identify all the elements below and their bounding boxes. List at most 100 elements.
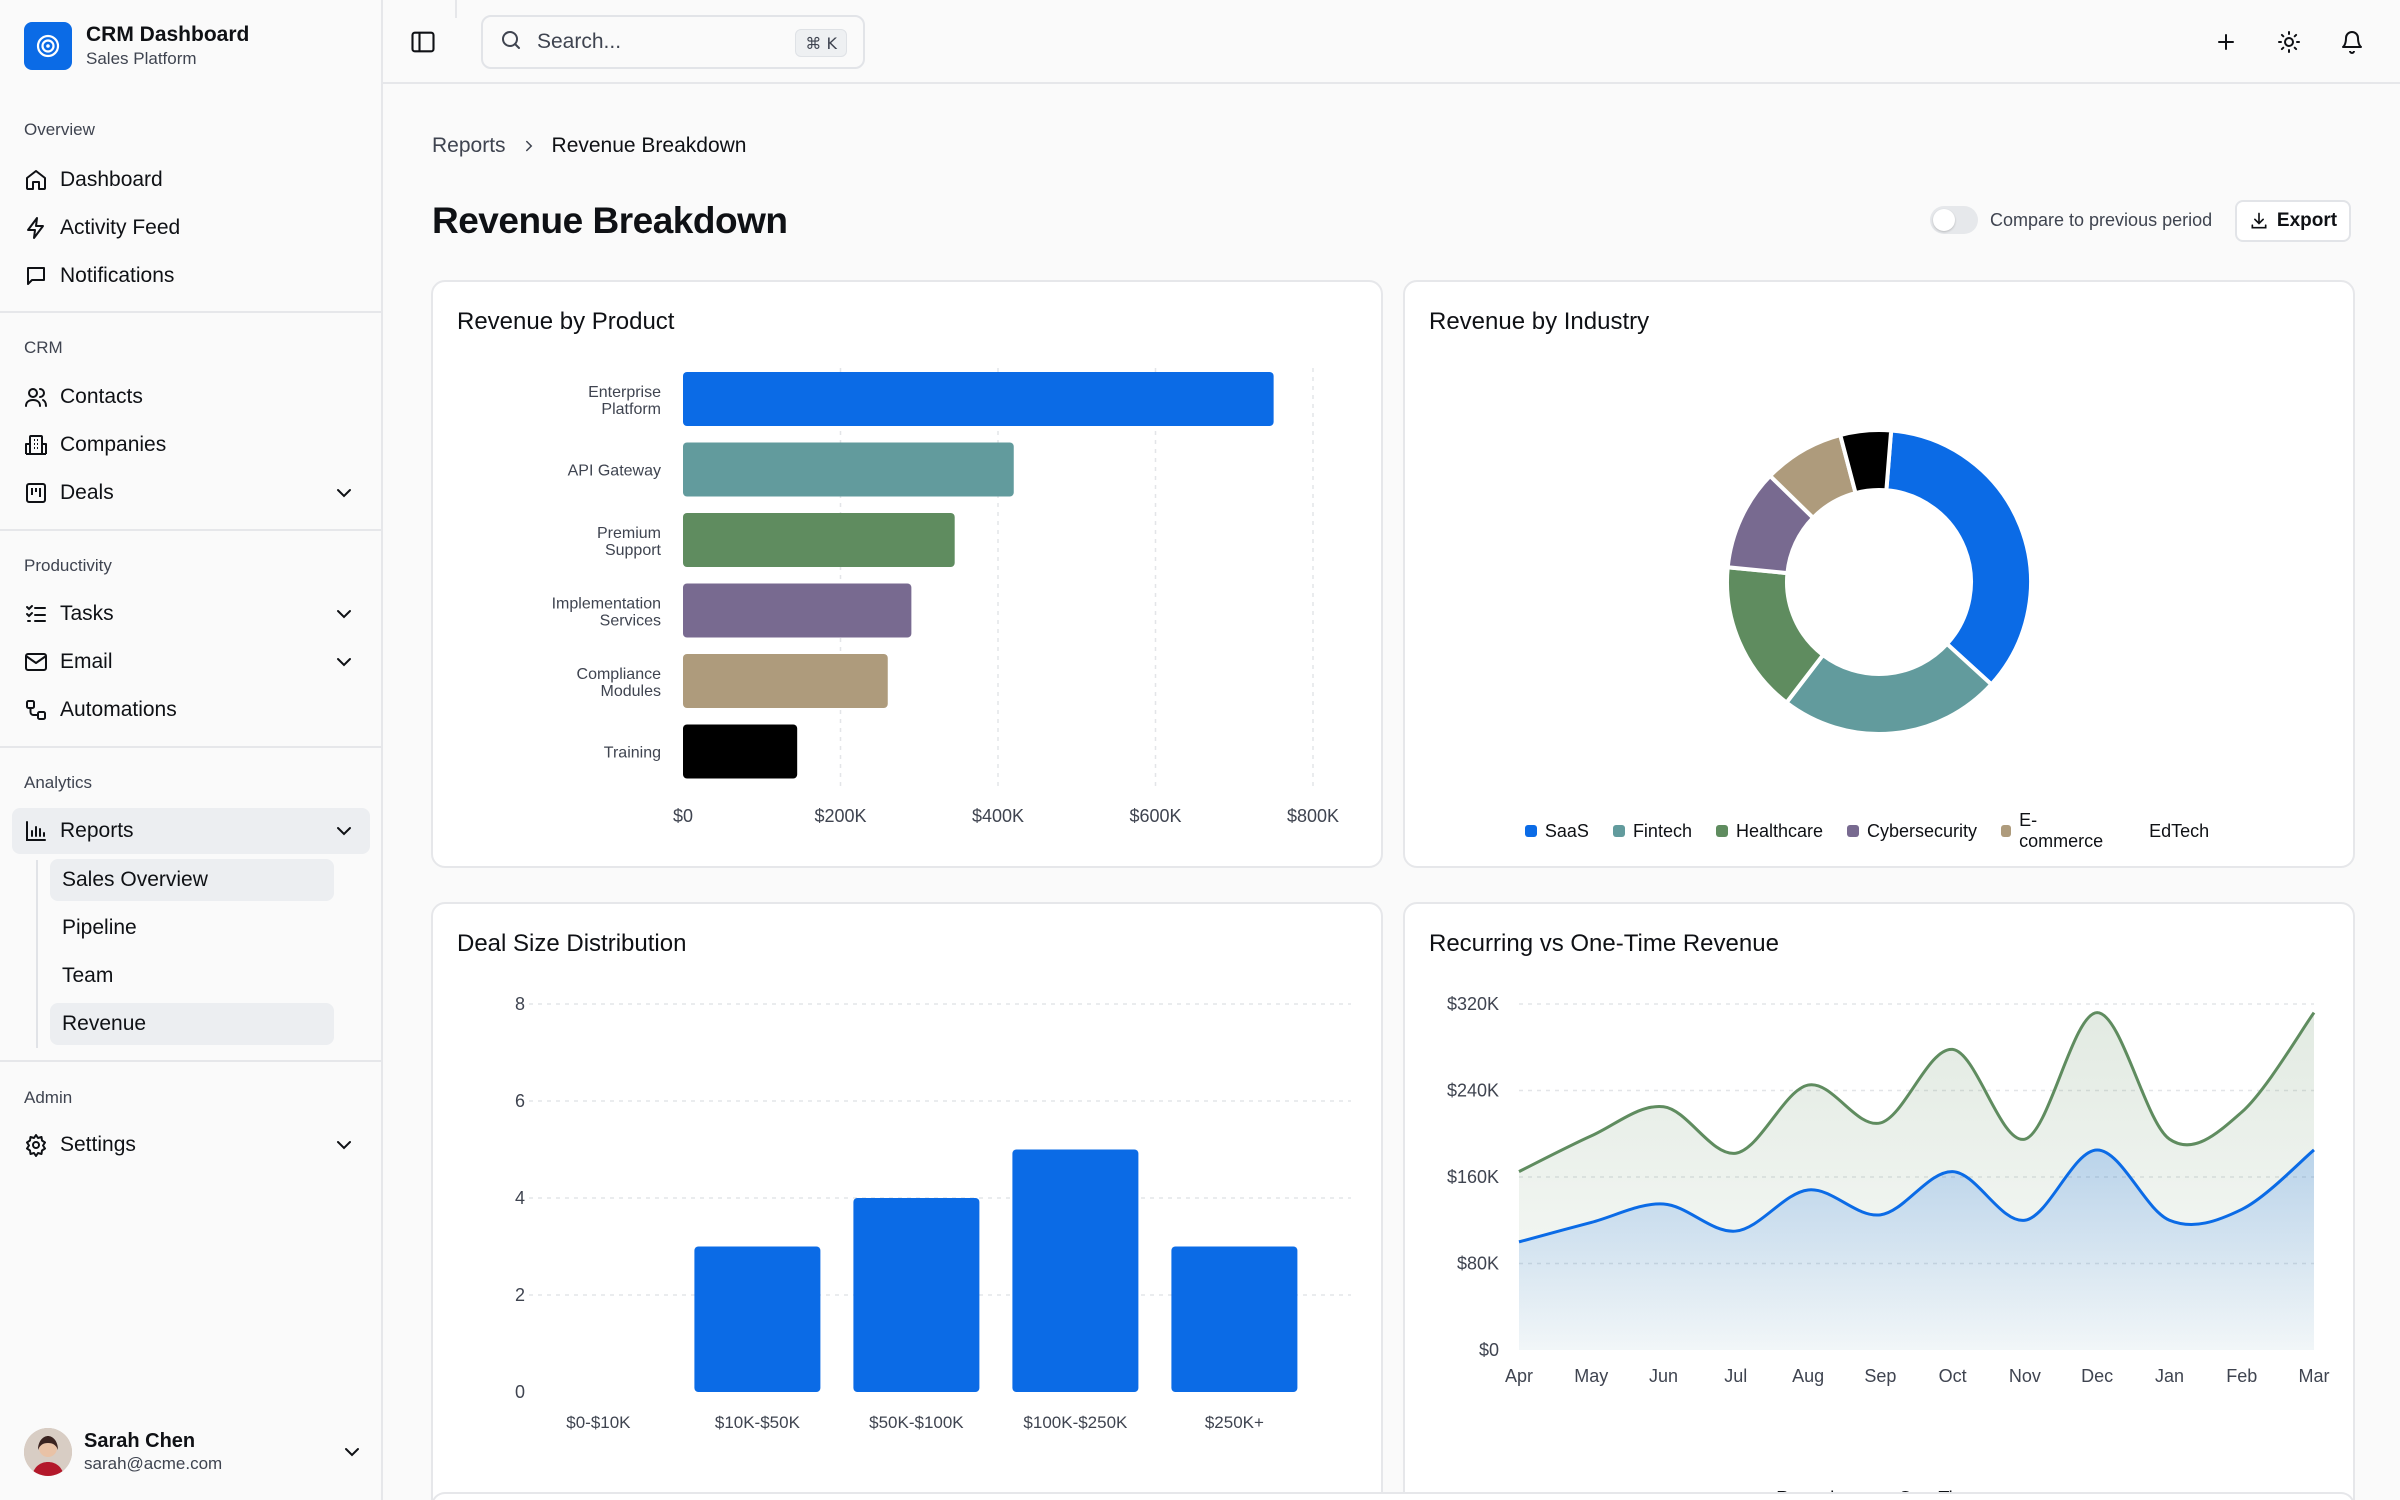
deal-size-card: Deal Size Distribution 0 2 4 6 8 $0-$10K $10K-… [431, 902, 1383, 1500]
download-icon [2251, 212, 2267, 229]
sidebar-item-label: Tasks [60, 602, 114, 625]
legend-label: SaaS [1544, 820, 1589, 841]
legend-item: EdTech [2129, 821, 2209, 842]
sidebar-divider [0, 746, 381, 748]
bar [853, 1198, 980, 1392]
sidebar-item-email[interactable]: Email [12, 639, 370, 685]
breadcrumb-parent-link[interactable]: Reports [432, 134, 506, 157]
x-tick-label: $800K [1287, 806, 1339, 826]
chevron-right-icon [520, 137, 538, 155]
sidebar-toggle-icon[interactable] [409, 28, 437, 56]
sidebar-item-deals[interactable]: Deals [12, 470, 370, 516]
legend-label: Fintech [1632, 820, 1692, 841]
x-tick-label: Jun [1649, 1366, 1678, 1386]
export-label: Export [2276, 210, 2338, 231]
brand-logo-icon [24, 22, 72, 70]
kanban-icon [24, 481, 48, 505]
legend-item: SaaS [1524, 820, 1589, 842]
search-placeholder: Search... [537, 30, 622, 53]
legend-swatch [1715, 825, 1728, 837]
sidebar-item-label: Automations [60, 698, 177, 721]
x-tick-label: $400K [972, 806, 1024, 826]
x-tick-label: $250K+ [1205, 1413, 1264, 1432]
legend-item: Cybersecurity [1847, 821, 1977, 842]
legend-item: E-commerce [2001, 810, 2105, 852]
group-label-analytics: Analytics [24, 773, 93, 792]
x-tick-label: $10K-$50K [715, 1413, 801, 1432]
y-tick-label: 8 [515, 994, 525, 1014]
y-tick-label: Training [604, 745, 661, 762]
compare-toggle[interactable] [1930, 206, 1978, 234]
x-tick-label: $0 [673, 806, 693, 826]
sidebar-item-companies[interactable]: Companies [12, 422, 370, 468]
sidebar-subitem-team[interactable]: Team [62, 964, 114, 987]
message-square-icon [24, 264, 48, 288]
sidebar-item-reports[interactable]: Reports [12, 808, 370, 854]
sidebar-item-dashboard[interactable]: Dashboard [12, 157, 370, 203]
recurring-vs-onetime-card: Recurring vs One-Time Revenue $0 $80K $160… [1403, 902, 2355, 1500]
bell-icon[interactable] [2338, 28, 2366, 56]
y-tick-label: $0 [1479, 1340, 1499, 1360]
sidebar-item-notifications[interactable]: Notifications [12, 253, 370, 299]
chevron-down-icon[interactable] [332, 1133, 356, 1157]
sidebar-item-automations[interactable]: Automations [12, 687, 370, 733]
export-button[interactable]: Export [2235, 200, 2351, 242]
sun-icon[interactable] [2275, 28, 2303, 56]
donut-slice [1884, 428, 2033, 688]
search-input[interactable]: Search... ⌘ K [481, 15, 865, 69]
group-label-productivity: Productivity [24, 556, 112, 575]
gear-icon [24, 1133, 48, 1157]
revenue-by-product-card: Revenue by Product $0 $200K $400K $600K $800… [431, 280, 1383, 868]
x-tick-label: Dec [2081, 1366, 2113, 1386]
bar [1012, 1149, 1139, 1392]
sidebar-item-activity-feed[interactable]: Activity Feed [12, 205, 370, 251]
sidebar-subitem-revenue[interactable]: Revenue [50, 1003, 334, 1045]
legend-swatch [1847, 825, 1860, 837]
brand[interactable]: CRM Dashboard Sales Platform [24, 22, 249, 70]
bar [683, 513, 955, 567]
bar [683, 654, 888, 708]
bar-chart-icon [24, 819, 48, 843]
legend-swatch [2129, 825, 2141, 837]
sidebar-item-tasks[interactable]: Tasks [12, 591, 370, 637]
y-tick-label: Compliance Modules [577, 666, 662, 700]
legend-label: Healthcare [1735, 820, 1824, 841]
list-checks-icon [24, 602, 48, 626]
chevron-down-icon[interactable] [332, 481, 356, 505]
x-tick-label: Oct [1939, 1366, 1967, 1386]
sidebar-item-settings[interactable]: Settings [12, 1122, 370, 1168]
bar [683, 724, 798, 779]
sidebar-subitem-sales-overview[interactable]: Sales Overview [50, 859, 334, 901]
group-label-crm: CRM [24, 338, 63, 357]
y-tick-label: Enterprise Platform [588, 384, 661, 418]
legend-swatch [2001, 825, 2012, 837]
line-recurring [1518, 1148, 2315, 1244]
sidebar-item-contacts[interactable]: Contacts [12, 374, 370, 420]
sidebar-item-label: Activity Feed [60, 216, 181, 239]
sidebar-subitem-pipeline[interactable]: Pipeline [62, 916, 137, 939]
plus-icon[interactable] [2212, 28, 2240, 56]
chevron-down-icon[interactable] [332, 819, 356, 843]
deal-size-chart: 0 2 4 6 8 $0-$10K $10K-$50K $50K-$100K $100K-$25… [515, 994, 1351, 1432]
submenu-rail [36, 860, 38, 1048]
sidebar-item-label: Settings [60, 1133, 136, 1156]
breadcrumb: Reports Revenue Breakdown [432, 134, 747, 158]
brand-title: CRM Dashboard [86, 23, 250, 46]
sidebar-item-label: Email [60, 650, 113, 673]
user-menu[interactable]: Sarah Chen sarah@acme.com [24, 1424, 364, 1480]
revenue-by-product-chart: $0 $200K $400K $600K $800K Enterprise Platform… [552, 368, 1339, 826]
workflow-icon [24, 698, 48, 722]
chevron-down-icon[interactable] [340, 1440, 364, 1464]
chevron-down-icon[interactable] [332, 602, 356, 626]
y-tick-label: 4 [515, 1188, 525, 1208]
breadcrumb-current: Revenue Breakdown [551, 134, 747, 157]
chevron-down-icon[interactable] [332, 650, 356, 674]
y-tick-label: Implementation Services [552, 596, 661, 630]
card-title: Revenue by Industry [1429, 308, 1650, 335]
x-tick-label: Mar [2299, 1366, 2330, 1386]
y-tick-label: $80K [1457, 1254, 1499, 1274]
card-title: Revenue by Product [457, 308, 675, 335]
legend-item: Healthcare [1715, 820, 1824, 842]
y-tick-label: API Gateway [568, 463, 661, 480]
home-icon [24, 168, 48, 192]
